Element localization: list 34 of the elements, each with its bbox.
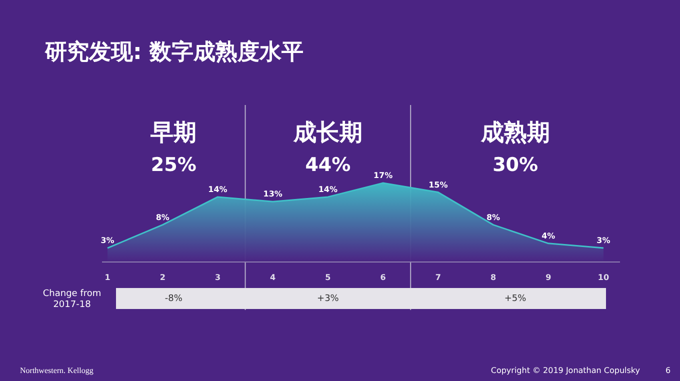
text: -8% [164,294,183,304]
text: Northwestern. Kellogg [20,366,94,375]
x-tick-label: 3 [214,273,221,282]
text: 早期 [150,120,197,146]
text: Change from 2017-18 [42,289,102,310]
data-label: 3% [596,236,610,246]
data-label: 8% [156,212,170,222]
data-label: 15% [428,180,448,190]
x-tick-label: 7 [435,273,441,282]
data-label: 8% [486,212,500,222]
data-label: 13% [263,190,282,199]
text: Copyright © 2019 Jonathan Copulsky [490,366,640,375]
chart-title: 研究发现: 数字成熟度水平 [44,39,304,65]
data-label: 17% [373,171,393,180]
text: +5% [504,294,527,304]
data-label: 14% [208,184,228,194]
x-tick-label: 10 [598,273,610,282]
text: 44% [305,154,351,176]
data-label: 14% [318,184,338,194]
x-tick-label: 9 [546,273,552,282]
x-tick-label: 2 [160,273,166,282]
text: 成熟期 [480,120,550,146]
x-tick-label: 6 [380,273,386,282]
data-label: 4% [542,231,556,240]
text: +3% [317,294,340,304]
x-tick-label: 1 [104,273,111,282]
text: 25% [150,154,196,176]
x-tick-label: 4 [270,273,276,282]
x-tick-label: 8 [490,273,496,282]
text: 6 [665,366,671,375]
x-tick-label: 5 [325,273,332,282]
data-label: 3% [100,236,114,246]
text: 成长期 [292,120,362,146]
text: 30% [492,154,538,176]
